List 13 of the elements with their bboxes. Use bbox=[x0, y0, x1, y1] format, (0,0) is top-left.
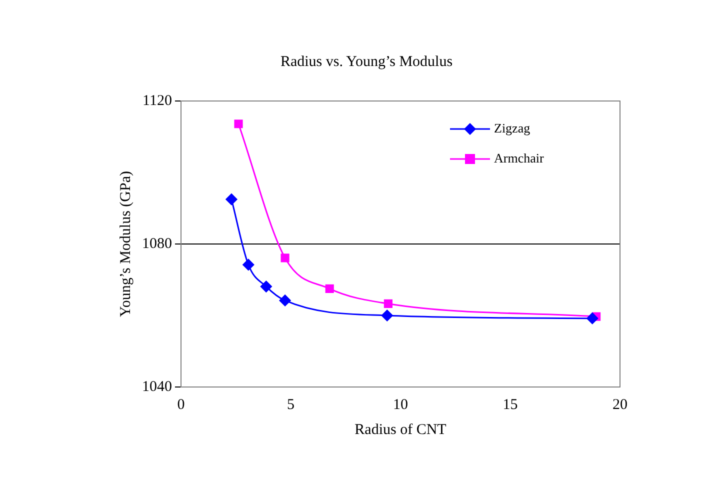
x-tick-label: 20 bbox=[612, 396, 628, 413]
y-axis-title: Young’s Modulus (GPa) bbox=[118, 170, 134, 318]
x-tick-label: 10 bbox=[393, 396, 408, 413]
legend-label: Armchair bbox=[494, 150, 544, 166]
y-tick-label: 1120 bbox=[142, 92, 172, 109]
legend-label: Zigzag bbox=[494, 120, 531, 136]
x-tick-label: 0 bbox=[177, 396, 185, 413]
y-tick-label: 1080 bbox=[142, 236, 172, 252]
x-tick-label: 5 bbox=[287, 396, 294, 413]
x-tick-label: 15 bbox=[502, 396, 518, 413]
chart-title: Radius vs. Young’s Modulus bbox=[280, 54, 453, 70]
x-axis-title: Radius of CNT bbox=[354, 422, 446, 438]
y-tick-label: 1040 bbox=[142, 378, 172, 395]
